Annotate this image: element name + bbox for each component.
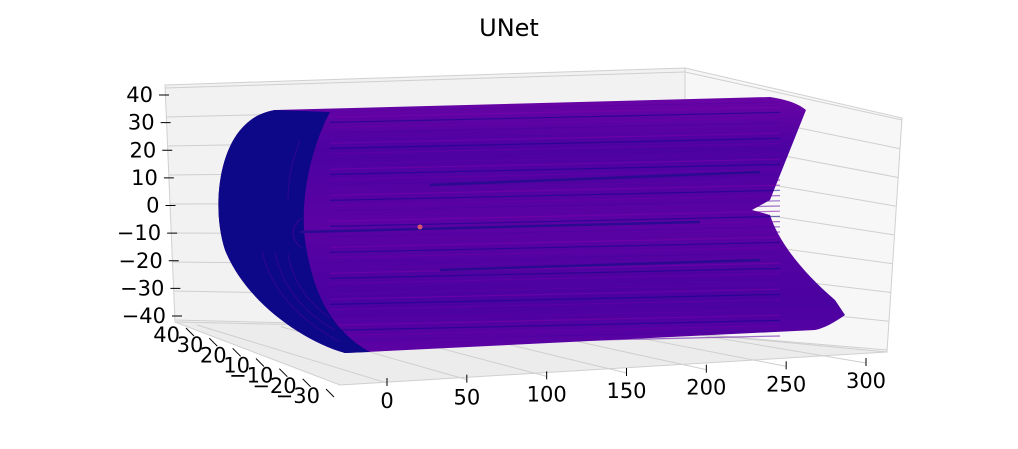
x-tick-label: 100	[527, 382, 567, 406]
surface-stripe	[329, 236, 781, 248]
x-tick-label: 250	[766, 372, 806, 396]
surface-stripe	[329, 257, 781, 269]
surface-stripe	[329, 189, 781, 201]
endcap-rings	[261, 139, 341, 343]
surface-stripe	[329, 137, 781, 149]
surface-stripe	[329, 330, 781, 342]
z-tick-label: −10	[117, 221, 161, 245]
z-tick-label: 0	[146, 194, 159, 218]
surface-stripe	[329, 247, 781, 259]
gridline	[196, 324, 388, 384]
y-tick-mark	[255, 358, 265, 367]
surface-stripe	[329, 106, 781, 118]
surface-stripe	[329, 335, 781, 347]
surface-stripe	[329, 215, 781, 227]
surface-stripe	[329, 231, 781, 243]
gridline	[684, 332, 888, 351]
surface-stripe	[329, 101, 781, 113]
x-tick-label: 300	[846, 369, 886, 393]
z-axis-ticks: 40 30 20 10 0 −10 −20 −30 −40	[117, 83, 182, 328]
y-tick-mark	[325, 388, 335, 398]
surface-stripe	[329, 309, 781, 321]
surface-stripe	[329, 111, 781, 123]
surface-stripe	[329, 184, 781, 196]
z-tick-label: −40	[122, 304, 166, 328]
x-tick-label: 200	[686, 376, 726, 400]
surface-stripe	[329, 293, 781, 305]
surface-stripe	[329, 278, 781, 290]
z-tick-label: 20	[130, 138, 157, 162]
gridline	[684, 71, 903, 121]
y-tick-label: −10	[229, 364, 273, 388]
surface-texture	[329, 101, 781, 347]
y-tick-mark	[278, 368, 288, 378]
surface-stripe	[329, 132, 781, 144]
x-tick-label: 150	[606, 379, 646, 403]
y-tick-label: 20	[200, 343, 227, 367]
surface-stripe	[329, 200, 781, 212]
z-tick-label: 10	[131, 166, 158, 190]
hotspot	[417, 224, 423, 230]
surface-stripe	[329, 314, 781, 326]
surface-stripe	[329, 158, 781, 170]
y-tick-label: −30	[276, 384, 320, 408]
y-tick-label: 30	[177, 333, 204, 357]
y-tick-label: −20	[252, 374, 296, 398]
surface-stripe	[329, 267, 781, 279]
z-tick-label: −30	[120, 276, 164, 300]
surface-stripe	[329, 299, 781, 311]
chart-title: UNet	[479, 14, 539, 42]
y-tick-label: 10	[223, 354, 250, 378]
surface-stripe	[329, 252, 781, 264]
z-tick-label: 40	[126, 83, 153, 107]
surface-stripe	[329, 288, 781, 300]
x-tick-label: 50	[453, 386, 480, 410]
y-tick-mark	[185, 327, 195, 337]
y-tick-mark	[302, 378, 312, 388]
z-tick-label: −20	[118, 249, 162, 273]
surface-ridges	[299, 170, 761, 272]
surface	[218, 97, 846, 353]
surface-stripe	[329, 304, 781, 316]
surface-stripe	[329, 122, 781, 134]
z-tick-label: 30	[128, 111, 155, 135]
surface-stripe	[329, 153, 781, 165]
y-tick-label: 40	[153, 323, 180, 347]
surface-stripe	[329, 127, 781, 139]
surface-stripe	[329, 163, 781, 175]
x-axis-ticks: 0 50 100 150 200 250 300	[380, 358, 886, 413]
surface-stripe	[329, 205, 781, 217]
y-tick-mark	[232, 347, 242, 357]
surface-stripe	[329, 273, 781, 285]
surface-stripe	[329, 283, 781, 295]
surface-stripe	[329, 148, 781, 160]
x-tick-label: 0	[380, 389, 393, 413]
surface-endcap	[218, 110, 370, 353]
surface-stripe	[329, 226, 781, 238]
surface-stripe	[329, 179, 781, 191]
surface-stripe	[329, 210, 781, 222]
surface-stripe	[329, 325, 781, 337]
gridline	[699, 334, 867, 364]
surface-stripe	[329, 319, 781, 331]
surface-stripe	[329, 195, 781, 207]
y-tick-mark	[208, 337, 218, 347]
surface-stripe	[329, 169, 781, 181]
gridline	[164, 71, 686, 89]
surface-stripe	[329, 262, 781, 274]
surface-stripe	[329, 241, 781, 253]
surface-stripe	[329, 143, 781, 155]
surface-stripe	[329, 117, 781, 129]
